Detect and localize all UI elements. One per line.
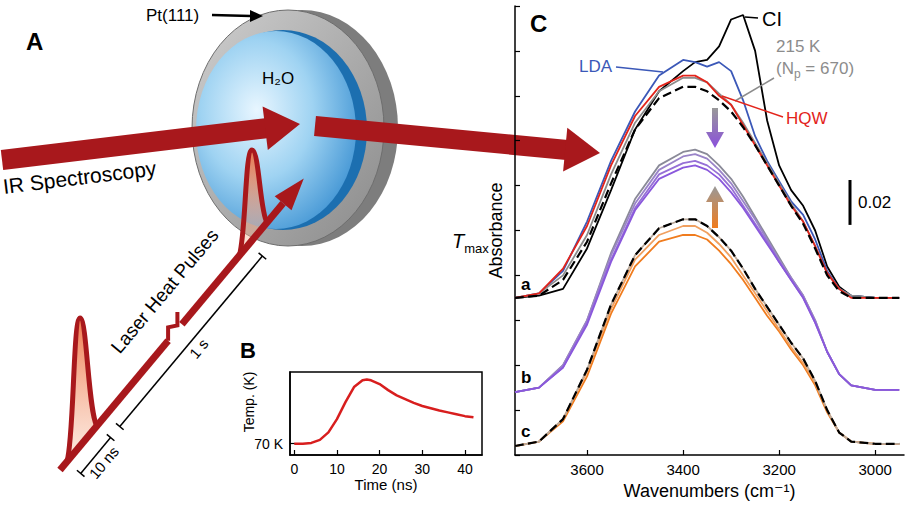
svg-text:H₂O: H₂O xyxy=(262,69,294,88)
svg-text:A: A xyxy=(26,28,43,55)
svg-text:Wavenumbers (cm⁻¹): Wavenumbers (cm⁻¹) xyxy=(624,481,796,501)
svg-text:IR Spectroscopy: IR Spectroscopy xyxy=(2,156,158,198)
svg-text:Laser Heat Pulses: Laser Heat Pulses xyxy=(107,225,223,357)
svg-text:30: 30 xyxy=(414,461,430,477)
svg-text:215 K: 215 K xyxy=(776,37,821,56)
svg-text:Pt(111): Pt(111) xyxy=(146,6,199,25)
svg-text:0: 0 xyxy=(290,461,298,477)
svg-text:b: b xyxy=(521,368,531,387)
svg-text:3600: 3600 xyxy=(570,461,603,478)
svg-text:3400: 3400 xyxy=(666,461,699,478)
svg-text:a: a xyxy=(521,275,531,294)
svg-text:CI: CI xyxy=(762,8,782,30)
svg-text:C: C xyxy=(530,10,547,37)
svg-text:3000: 3000 xyxy=(858,461,891,478)
svg-text:20: 20 xyxy=(372,461,388,477)
svg-text:3200: 3200 xyxy=(762,461,795,478)
svg-text:(Np = 670): (Np = 670) xyxy=(776,59,854,81)
svg-text:40: 40 xyxy=(457,461,473,477)
svg-text:0.02: 0.02 xyxy=(858,193,891,212)
svg-text:Time (ns): Time (ns) xyxy=(355,476,418,493)
svg-text:1 s: 1 s xyxy=(186,335,212,361)
svg-text:B: B xyxy=(240,338,256,363)
svg-text:70 K: 70 K xyxy=(254,436,283,452)
svg-text:LDA: LDA xyxy=(579,57,613,76)
svg-text:HQW: HQW xyxy=(786,109,828,128)
svg-text:Tmax: Tmax xyxy=(452,230,489,256)
svg-text:Absorbance: Absorbance xyxy=(486,182,506,278)
svg-text:c: c xyxy=(521,422,530,441)
svg-text:10: 10 xyxy=(329,461,345,477)
svg-text:10 ns: 10 ns xyxy=(85,443,122,482)
svg-text:Temp. (K): Temp. (K) xyxy=(241,372,257,433)
